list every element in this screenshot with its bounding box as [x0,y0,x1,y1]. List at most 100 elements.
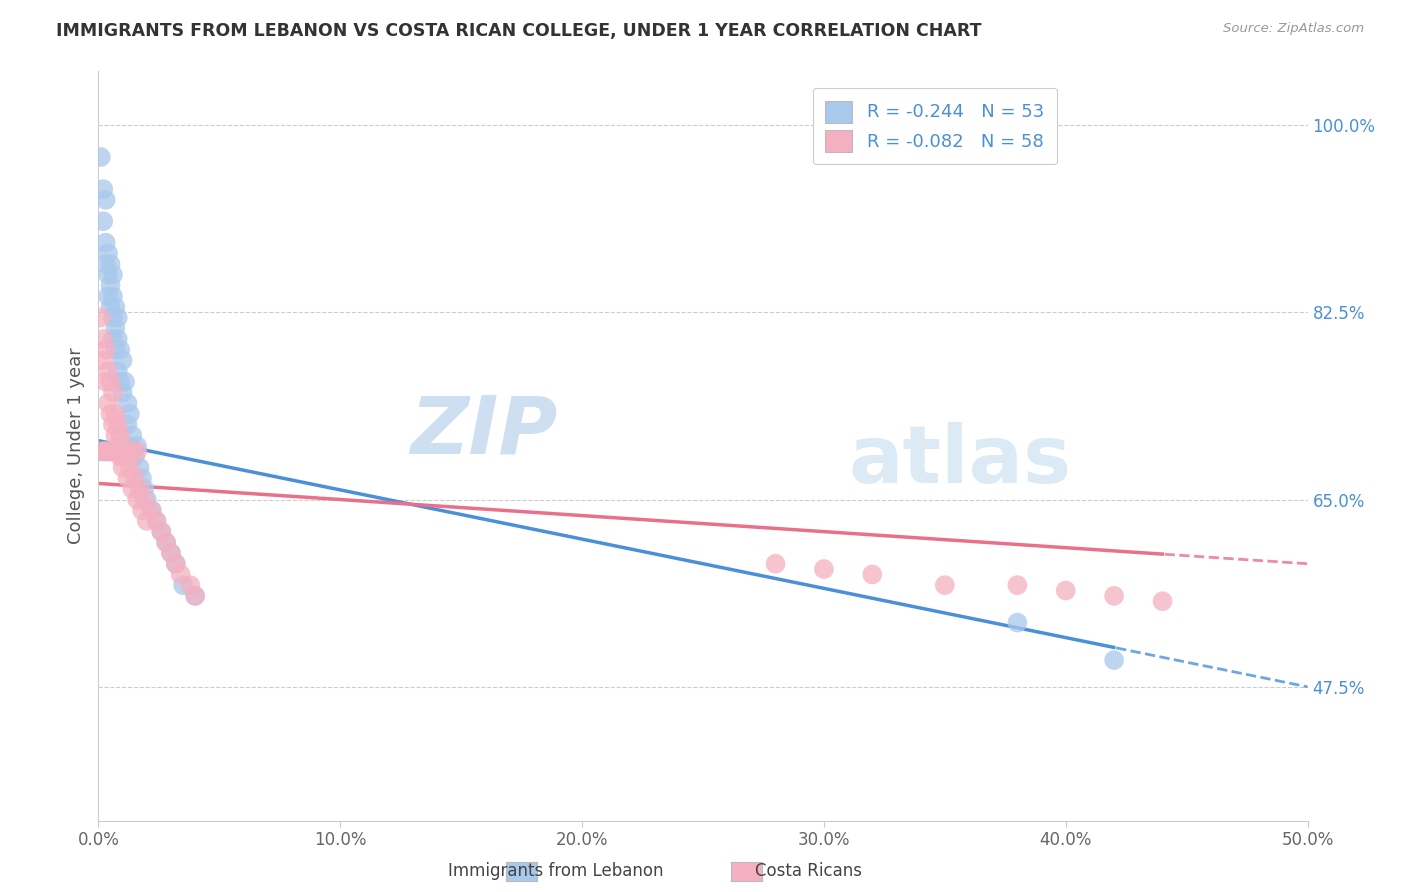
Point [100,278,122,293]
Point [91,182,114,196]
Point [104,343,127,357]
Point [104,407,127,421]
Point [90,310,112,325]
Point [94,235,117,250]
Point [100,300,122,314]
Point [97,444,120,458]
Point [118,439,141,453]
Point [94,193,117,207]
Point [100,257,122,271]
Point [100,375,122,389]
Point [111,460,134,475]
Point [90,444,112,458]
Point [1054,583,1077,598]
Point [127,492,149,507]
Point [127,444,149,458]
Point [124,450,146,464]
Point [124,471,146,485]
Point [141,503,163,517]
Point [155,535,177,549]
Point [107,364,129,378]
Point [118,460,141,475]
Point [165,557,187,571]
Point [101,289,124,303]
Point [150,524,173,539]
Point [111,444,134,458]
Point [101,444,124,458]
Point [90,150,112,164]
Point [107,439,129,453]
Point [118,407,141,421]
Point [160,546,183,560]
Point [934,578,956,592]
Point [1102,589,1125,603]
Text: Immigrants from Lebanon: Immigrants from Lebanon [447,863,664,880]
Point [117,396,139,410]
Point [1007,615,1029,630]
Point [184,589,207,603]
Point [121,444,143,458]
Point [155,535,177,549]
Point [108,428,131,442]
Point [179,578,201,592]
Point [107,444,129,458]
Point [104,428,127,442]
Point [101,417,124,432]
Point [1102,653,1125,667]
Point [94,375,117,389]
Point [104,300,127,314]
Legend: R = -0.244   N = 53, R = -0.082   N = 58: R = -0.244 N = 53, R = -0.082 N = 58 [813,88,1057,164]
Point [97,396,120,410]
Point [765,557,787,571]
Point [91,214,114,228]
Point [94,343,117,357]
Point [107,332,129,346]
Point [184,589,207,603]
Point [97,246,120,260]
Point [104,444,127,458]
Point [91,353,114,368]
Text: IMMIGRANTS FROM LEBANON VS COSTA RICAN COLLEGE, UNDER 1 YEAR CORRELATION CHART: IMMIGRANTS FROM LEBANON VS COSTA RICAN C… [56,22,981,40]
Point [107,417,129,432]
Point [145,514,167,528]
Point [117,444,139,458]
Point [121,428,143,442]
Point [104,444,127,458]
Point [97,268,120,282]
Point [101,385,124,400]
Point [108,343,131,357]
Point [108,375,131,389]
Point [91,332,114,346]
Point [101,332,124,346]
Y-axis label: College, Under 1 year: College, Under 1 year [66,348,84,544]
Point [94,444,117,458]
Point [160,546,183,560]
Point [860,567,883,582]
Point [114,375,136,389]
Point [169,567,191,582]
Point [91,444,114,458]
Point [135,514,157,528]
Point [145,514,167,528]
Point [104,321,127,335]
Point [97,364,120,378]
Point [108,444,131,458]
Point [94,257,117,271]
Point [114,450,136,464]
Point [128,482,150,496]
Point [131,471,153,485]
Point [101,268,124,282]
Point [141,503,163,517]
Point [172,578,194,592]
Point [108,450,131,464]
Point [111,385,134,400]
Text: Source: ZipAtlas.com: Source: ZipAtlas.com [1223,22,1364,36]
Point [128,460,150,475]
Point [91,444,114,458]
Point [100,444,122,458]
Point [117,417,139,432]
Point [121,482,143,496]
Text: ZIP: ZIP [411,392,558,470]
Point [111,439,134,453]
Text: atlas: atlas [848,422,1071,500]
